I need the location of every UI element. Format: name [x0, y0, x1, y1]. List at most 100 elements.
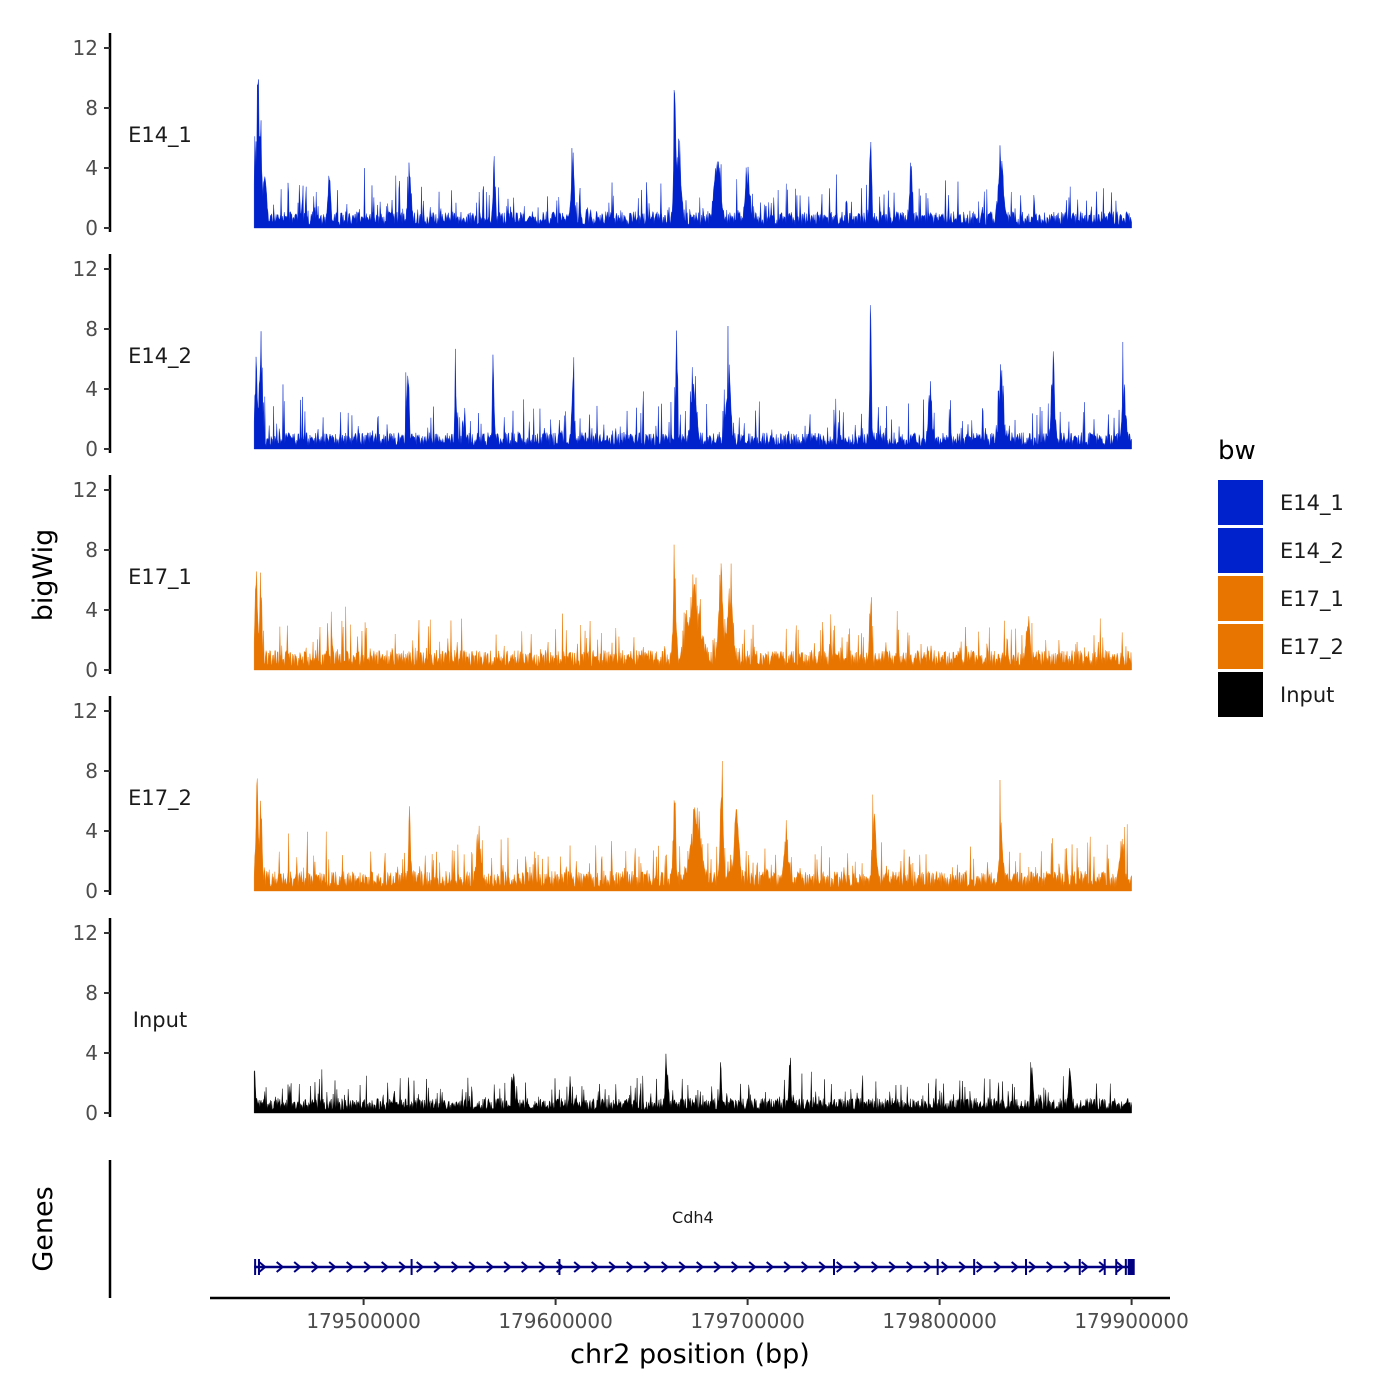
track-e14-1: 0 4 8 12 E14_1 [73, 33, 1132, 240]
x-axis: 179500000 179600000 179700000 179800000 1799… [210, 1296, 1189, 1333]
exon [1103, 1259, 1106, 1275]
strand-chevron [923, 1261, 932, 1273]
strand-chevron [853, 1261, 862, 1273]
exon [254, 1259, 257, 1275]
x-tick-label: 179700000 [690, 1309, 805, 1333]
exon [1078, 1259, 1081, 1275]
strand-chevron [503, 1261, 512, 1273]
y-tick-label: 4 [85, 598, 98, 622]
strand-chevron [521, 1261, 530, 1273]
legend-swatch [1218, 528, 1263, 573]
gene-name-label: Cdh4 [672, 1208, 714, 1227]
strand-chevron [643, 1261, 652, 1273]
strand-chevron [1011, 1261, 1020, 1273]
strand-chevron [976, 1261, 985, 1273]
strand-chevron [608, 1261, 617, 1273]
y-tick-label: 8 [85, 538, 98, 562]
strand-chevron [1116, 1261, 1125, 1273]
y-tick-label: 4 [85, 156, 98, 180]
strand-chevron [398, 1261, 407, 1273]
track-e14-2: 0 4 8 12 E14_2 [73, 254, 1132, 461]
x-tick-label: 179500000 [306, 1309, 421, 1333]
y-tick-label: 0 [85, 879, 98, 903]
strand-chevron [836, 1261, 845, 1273]
track-label: E14_2 [128, 344, 192, 369]
signal-area-e17-1 [253, 544, 1132, 671]
strand-chevron [713, 1261, 722, 1273]
y-tick-label: 4 [85, 1041, 98, 1065]
x-tick-label: 179600000 [498, 1309, 613, 1333]
exon [257, 1259, 260, 1275]
y-tick-label: 8 [85, 96, 98, 120]
track-label: Input [133, 1008, 187, 1032]
legend-label: E14_1 [1280, 491, 1344, 516]
strand-chevron [293, 1261, 302, 1273]
strand-chevron [311, 1261, 320, 1273]
legend-label: E17_2 [1280, 635, 1344, 660]
strand-chevron [538, 1261, 547, 1273]
strand-chevron [888, 1261, 897, 1273]
track-e17-2: 0 4 8 12 E17_2 [73, 696, 1132, 903]
strand-chevron [468, 1261, 477, 1273]
y-tick-label: 12 [73, 257, 98, 281]
y-tick-label: 8 [85, 317, 98, 341]
strand-chevron [363, 1261, 372, 1273]
strand-chevron [416, 1261, 425, 1273]
strand-chevron [906, 1261, 915, 1273]
exon [833, 1259, 835, 1275]
y-tick-label: 12 [73, 478, 98, 502]
signal-tracks: 0 4 8 12 E14_1 0 4 8 12 E14_2 0 4 8 12 E17_1 0 4 8 12 E17_2… [73, 33, 1132, 1125]
legend-label: E17_1 [1280, 587, 1344, 612]
strand-chevron [871, 1261, 880, 1273]
genes-axis-title: Genes [28, 1186, 59, 1271]
gene-track: Cdh4 [108, 1160, 1135, 1298]
track-label: E17_1 [128, 565, 192, 590]
exon [1127, 1259, 1135, 1275]
exon [1025, 1259, 1027, 1275]
exon [1124, 1259, 1127, 1275]
strand-chevron [276, 1261, 285, 1273]
strand-chevron [591, 1261, 600, 1273]
y-tick-label: 12 [73, 36, 98, 60]
strand-chevron [818, 1261, 827, 1273]
y-tick-label: 8 [85, 759, 98, 783]
exon [1115, 1259, 1118, 1275]
y-tick-label: 8 [85, 981, 98, 1005]
y-tick-label: 0 [85, 658, 98, 682]
strand-chevron [433, 1261, 442, 1273]
strand-chevron [1028, 1261, 1037, 1273]
strand-chevron [696, 1261, 705, 1273]
legend-swatch [1218, 576, 1263, 621]
exon [936, 1259, 939, 1275]
strand-chevron [731, 1261, 740, 1273]
exon [558, 1259, 561, 1275]
strand-chevron [1081, 1261, 1090, 1273]
y-tick-label: 0 [85, 437, 98, 461]
strand-chevron [381, 1261, 390, 1273]
strand-chevron [626, 1261, 635, 1273]
track-label: E14_1 [128, 123, 192, 148]
signal-area-e14-1 [253, 79, 1132, 229]
strand-chevron [748, 1261, 757, 1273]
signal-area-input [253, 1053, 1132, 1114]
strand-chevron [958, 1261, 967, 1273]
track-label: E17_2 [128, 786, 192, 811]
strand-chevron [573, 1261, 582, 1273]
exon [410, 1259, 413, 1275]
y-tick-label: 4 [85, 819, 98, 843]
y-tick-label: 0 [85, 1101, 98, 1125]
signal-area-e17-2 [253, 761, 1132, 892]
x-axis-title: chr2 position (bp) [570, 1339, 810, 1370]
strand-chevron [346, 1261, 355, 1273]
strand-chevron [1046, 1261, 1055, 1273]
strand-chevron [678, 1261, 687, 1273]
strand-chevron [486, 1261, 495, 1273]
legend-swatch [1218, 672, 1263, 717]
legend-swatch [1218, 624, 1263, 669]
y-tick-label: 12 [73, 699, 98, 723]
legend-label: Input [1280, 683, 1334, 707]
strand-chevron [451, 1261, 460, 1273]
